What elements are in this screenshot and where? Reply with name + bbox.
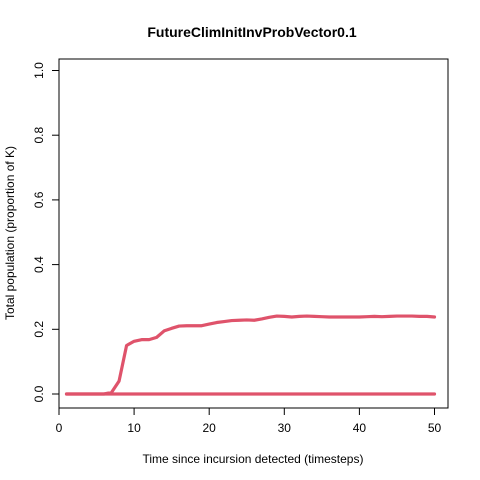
plot-frame [58,58,449,409]
y-tick-label: 1.0 [32,62,46,79]
y-tick-label: 0.2 [32,321,46,338]
y-tick-label: 0.8 [32,127,46,144]
x-tick-label: 10 [127,421,141,435]
y-tick-label: 0.4 [32,256,46,273]
x-tick-label: 30 [278,421,292,435]
x-axis-label: Time since incursion detected (timesteps… [143,452,364,466]
x-axis: 0 10 20 30 40 50 [56,407,442,435]
x-tick-label: 40 [353,421,367,435]
chart-title: FutureClimInitInvProbVector0.1 [147,24,356,40]
x-tick-label: 0 [56,421,63,435]
series-line-1 [64,314,437,396]
x-tick-label: 20 [203,421,217,435]
y-axis: 0.0 0.2 0.4 0.6 0.8 1.0 [32,62,60,402]
y-tick-label: 0.6 [32,191,46,208]
y-axis-label: Total population (proportion of K) [3,146,17,320]
y-tick-label: 0.0 [32,385,46,402]
x-tick-label: 50 [428,421,442,435]
series-layer [64,314,437,396]
